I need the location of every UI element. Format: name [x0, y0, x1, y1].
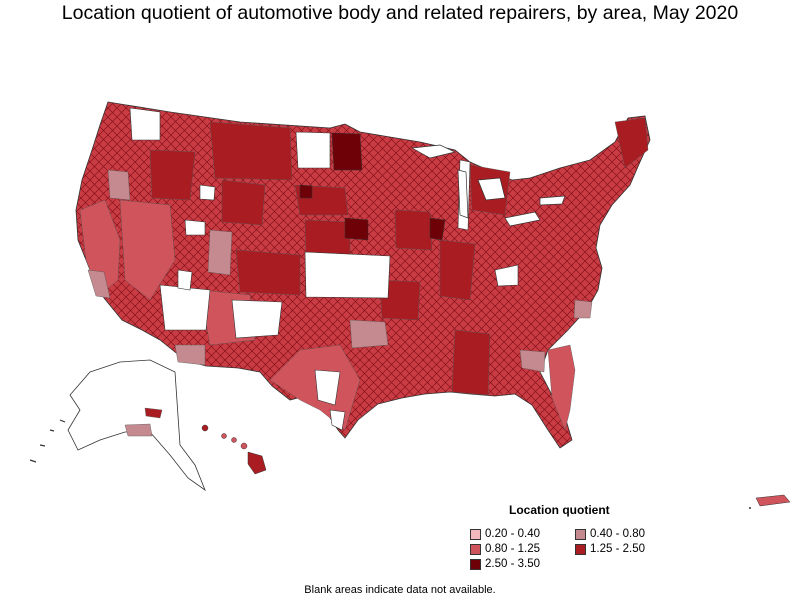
legend-item-1.25-2.50: 1.25 - 2.50 [575, 543, 645, 555]
alaska-data-area-1 [144, 407, 163, 419]
legend-title: Location quotient [509, 503, 610, 517]
alaska-islands [29, 419, 66, 463]
puerto-rico-region [755, 494, 791, 507]
legend-swatch [575, 543, 586, 555]
map-title: Location quotient of automotive body and… [61, 2, 739, 24]
legend: Location quotient 0.20 - 0.40 0.40 - 0.8… [465, 503, 665, 576]
legend-swatch [470, 558, 481, 570]
legend-swatch [470, 543, 481, 555]
alaska-data-area-2 [124, 423, 153, 437]
legend-swatch [470, 528, 481, 540]
lq-2.50-3.50-regions [299, 132, 446, 241]
legend-item-0.40-0.80: 0.40 - 0.80 [575, 528, 645, 540]
legend-item-0.80-1.25: 0.80 - 1.25 [470, 543, 540, 555]
lq-0.40-0.80-regions [87, 169, 593, 373]
virgin-islands [749, 507, 751, 509]
legend-item-0.20-0.40: 0.20 - 0.40 [470, 528, 540, 540]
blank-areas-note: Blank areas indicate data not available. [304, 584, 496, 596]
hawaii-region [201, 424, 267, 475]
legend-item-2.50-3.50: 2.50 - 3.50 [470, 558, 540, 570]
legend-swatch [575, 528, 586, 540]
great-lakes [410, 144, 566, 227]
